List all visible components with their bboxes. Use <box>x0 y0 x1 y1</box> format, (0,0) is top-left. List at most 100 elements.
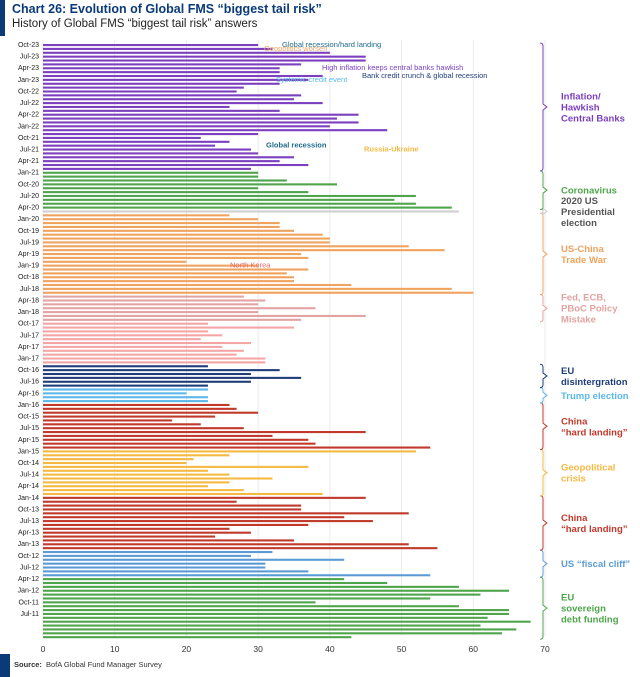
y-tick-label: Jul-17 <box>20 332 39 339</box>
bar <box>43 167 251 170</box>
group-label: Inflation/ <box>561 91 601 102</box>
bar <box>43 450 416 453</box>
y-tick-label: Oct-11 <box>19 599 40 606</box>
bar <box>43 550 273 554</box>
bar <box>43 144 216 147</box>
bar <box>43 299 266 302</box>
bar <box>43 59 366 62</box>
bar <box>43 574 431 577</box>
group-label: election <box>561 218 597 229</box>
bar <box>43 469 208 472</box>
bar <box>43 136 201 139</box>
bar <box>43 74 323 78</box>
bar <box>43 291 474 294</box>
group-label: EU <box>561 366 574 377</box>
group-label: Presidential <box>561 207 615 218</box>
bar <box>43 334 223 337</box>
bar <box>43 361 266 364</box>
bar <box>43 520 373 523</box>
bar <box>43 616 488 619</box>
y-tick-label: Apr-20 <box>18 205 39 212</box>
group-label: Fed, ECB, <box>561 293 606 304</box>
y-tick-label: Jan-21 <box>18 170 40 177</box>
group-label: Mistake <box>561 315 596 326</box>
group-bracket <box>539 549 548 578</box>
bar <box>43 202 416 205</box>
bar <box>43 581 388 585</box>
y-tick-label: Oct-20 <box>18 181 39 188</box>
y-tick-label: Apr-21 <box>18 158 39 165</box>
bar <box>43 458 194 461</box>
bar <box>43 148 251 151</box>
bar <box>43 349 244 352</box>
group-label: disintergration <box>561 377 628 388</box>
bar <box>43 415 216 418</box>
bar <box>43 171 259 174</box>
y-tick-label: Jan-23 <box>18 77 40 84</box>
bar <box>43 125 330 128</box>
bar <box>43 446 431 449</box>
annotation-label: Bank credit crunch & global recession <box>362 71 487 80</box>
y-tick-label: Jan-13 <box>18 541 40 548</box>
y-tick-label: Apr-12 <box>18 576 39 583</box>
y-tick-label: Jul-11 <box>20 611 39 618</box>
bar <box>43 465 309 468</box>
bar <box>43 384 208 387</box>
bar <box>43 94 302 97</box>
bar <box>43 245 409 248</box>
y-tick-label: Jul-12 <box>20 564 39 571</box>
y-tick-label: Apr-15 <box>18 437 39 444</box>
annotation-label: North Korea <box>230 261 271 270</box>
annotation-label: High inflation keeps central banks hawki… <box>322 63 463 72</box>
bar <box>43 585 459 588</box>
group-bracket <box>539 386 548 404</box>
chart-subtitle: History of Global FMS “biggest tail risk… <box>12 18 258 30</box>
group-bracket <box>539 42 548 172</box>
bar <box>43 535 216 538</box>
group-bracket <box>539 170 548 211</box>
bar <box>43 102 323 105</box>
y-tick-label: Jul-20 <box>20 193 39 200</box>
group-bracket <box>539 212 548 296</box>
bar <box>43 353 237 356</box>
group-label: “hard landing” <box>561 427 628 438</box>
bar <box>43 194 416 198</box>
bar <box>43 225 280 228</box>
bar <box>43 434 273 437</box>
bar <box>43 492 323 496</box>
bar <box>43 496 366 499</box>
source-note: Source: BofA Global Fund Manager Survey <box>14 660 162 669</box>
y-tick-label: Jul-13 <box>20 518 39 525</box>
bar <box>43 206 452 209</box>
group-bracket <box>539 207 548 216</box>
chart-title: Chart 26: Evolution of Global FMS “bigge… <box>12 2 322 16</box>
y-tick-label: Jan-16 <box>18 402 40 409</box>
bar <box>43 419 173 422</box>
bar <box>43 400 208 403</box>
y-tick-label: Oct-16 <box>18 367 39 374</box>
y-tick-label: Oct-21 <box>18 135 39 142</box>
bar <box>43 357 266 360</box>
bar <box>43 593 481 596</box>
bar <box>43 539 294 542</box>
bar <box>43 461 187 465</box>
y-tick-label: Jul-16 <box>20 379 39 386</box>
bar <box>43 489 244 492</box>
bar <box>43 392 187 395</box>
bar <box>43 214 230 217</box>
x-tick-label: 0 <box>41 644 46 654</box>
group-label: Coronavirus <box>561 186 617 197</box>
bar <box>43 133 259 136</box>
bar <box>43 322 208 325</box>
bar <box>43 67 280 70</box>
bar <box>43 562 266 565</box>
bar <box>43 152 259 155</box>
bar <box>43 423 201 426</box>
bar <box>43 473 230 476</box>
bar <box>43 504 302 507</box>
y-tick-label: Jan-12 <box>18 588 40 595</box>
bar <box>43 516 345 519</box>
bar <box>43 314 366 318</box>
bar <box>43 249 445 252</box>
